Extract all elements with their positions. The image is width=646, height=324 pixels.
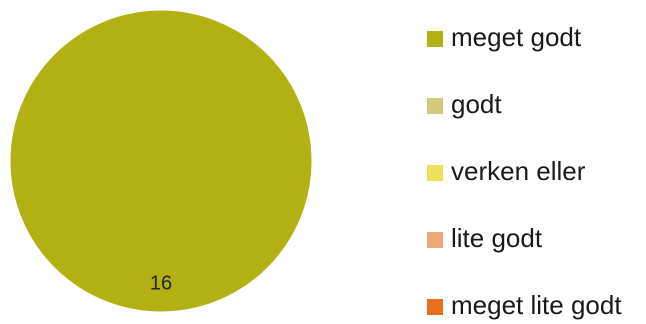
legend-swatch-godt — [427, 98, 443, 114]
legend-label-meget-lite-godt: meget lite godt — [451, 290, 622, 320]
legend-label-godt: godt — [451, 89, 502, 119]
legend: meget godt godt verken eller lite godt meget… — [427, 22, 622, 320]
pie-data-labels: 16 — [150, 272, 172, 294]
legend-label-lite-godt: lite godt — [451, 223, 543, 253]
legend-label-verken-eller: verken eller — [451, 156, 586, 186]
pie-slices — [9, 9, 313, 313]
pie-slice-meget-godt — [9, 9, 313, 313]
data-label-meget-godt: 16 — [150, 272, 172, 294]
legend-swatch-verken-eller — [427, 165, 443, 181]
legend-swatch-meget-godt — [427, 31, 443, 47]
legend-swatch-meget-lite-godt — [427, 299, 443, 315]
legend-swatch-lite-godt — [427, 232, 443, 248]
legend-label-meget-godt: meget godt — [451, 22, 582, 52]
